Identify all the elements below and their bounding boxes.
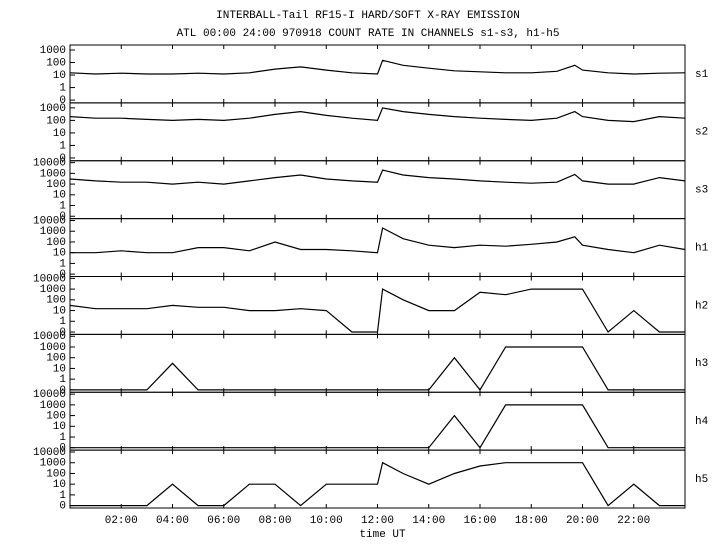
y-tick-label: 1000 <box>40 45 66 57</box>
panel-label: h3 <box>695 358 708 370</box>
y-tick-label: 1000 <box>40 342 66 354</box>
y-tick-label: 1 <box>59 140 66 152</box>
data-line <box>70 461 685 507</box>
y-tick-label: 10 <box>53 421 66 433</box>
y-tick-label: 10 <box>53 479 66 491</box>
y-tick-label: 10 <box>53 190 66 202</box>
y-tick-label: 10000 <box>33 273 66 285</box>
y-tick-label: 1 <box>59 200 66 212</box>
x-tick-label: 02:00 <box>105 515 138 527</box>
chart-title: INTERBALL-Tail RF15-I HARD/SOFT X-RAY EM… <box>216 10 520 22</box>
x-axis-label: time UT <box>359 529 406 541</box>
y-tick-label: 1 <box>59 432 66 444</box>
y-tick-label: 1000 <box>40 226 66 238</box>
panel-label: s3 <box>695 185 708 197</box>
y-tick-label: 100 <box>46 57 66 69</box>
x-tick-label: 12:00 <box>361 515 394 527</box>
y-tick-label: 0 <box>59 327 66 339</box>
x-tick-label: 08:00 <box>258 515 291 527</box>
panel-label: s2 <box>695 127 708 139</box>
y-tick-label: 1 <box>59 82 66 94</box>
panel-label: h4 <box>695 416 709 428</box>
y-tick-label: 0 <box>59 211 66 223</box>
panel-label: h5 <box>695 474 708 486</box>
data-line <box>69 169 686 185</box>
y-tick-label: 1 <box>59 258 66 270</box>
y-tick-label: 100 <box>46 179 66 191</box>
y-tick-label: 0 <box>59 501 66 513</box>
panel-label: h1 <box>695 242 709 254</box>
x-tick-label: 20:00 <box>566 515 599 527</box>
y-tick-label: 100 <box>46 295 66 307</box>
x-tick-label: 18:00 <box>515 515 548 527</box>
y-tick-label: 10000 <box>33 158 66 170</box>
data-line <box>70 346 685 391</box>
data-line <box>69 288 685 333</box>
x-tick-label: 16:00 <box>463 515 496 527</box>
panel-label: h2 <box>695 300 708 312</box>
y-tick-label: 0 <box>59 385 66 397</box>
panel-label: s1 <box>695 69 709 81</box>
y-tick-label: 0 <box>59 443 66 455</box>
y-tick-label: 10 <box>53 70 66 82</box>
y-tick-label: 10000 <box>33 447 66 459</box>
y-tick-label: 1 <box>59 374 66 386</box>
y-tick-label: 0 <box>59 95 66 107</box>
data-line <box>69 107 686 123</box>
y-tick-label: 1000 <box>40 400 66 412</box>
y-tick-label: 10 <box>53 363 66 375</box>
y-tick-label: 1000 <box>40 168 66 180</box>
y-tick-label: 1000 <box>40 458 66 470</box>
y-tick-label: 100 <box>46 410 66 422</box>
data-line <box>70 227 686 254</box>
y-tick-label: 0 <box>59 269 66 281</box>
y-tick-label: 100 <box>46 115 66 127</box>
y-tick-label: 1000 <box>40 103 66 115</box>
data-line <box>70 404 685 449</box>
y-tick-label: 1 <box>59 490 66 502</box>
y-tick-label: 100 <box>46 353 66 365</box>
chart-subtitle: ATL 00:00 24:00 970918 COUNT RATE IN CHA… <box>177 28 560 40</box>
y-tick-label: 10000 <box>33 331 66 343</box>
y-tick-label: 100 <box>46 237 66 249</box>
data-line <box>69 59 686 75</box>
y-tick-label: 1000 <box>40 284 66 296</box>
y-tick-label: 10000 <box>33 215 66 227</box>
y-tick-label: 10 <box>53 128 66 140</box>
y-tick-label: 10 <box>53 305 66 317</box>
y-tick-label: 10000 <box>33 389 66 401</box>
x-tick-label: 22:00 <box>617 515 650 527</box>
y-tick-label: 10 <box>53 248 66 260</box>
y-tick-label: 1 <box>59 316 66 328</box>
x-tick-label: 10:00 <box>310 515 343 527</box>
x-tick-label: 06:00 <box>207 515 240 527</box>
x-tick-label: 14:00 <box>412 515 445 527</box>
y-tick-label: 0 <box>59 153 66 165</box>
x-tick-label: 04:00 <box>156 515 189 527</box>
y-tick-label: 100 <box>46 468 66 480</box>
